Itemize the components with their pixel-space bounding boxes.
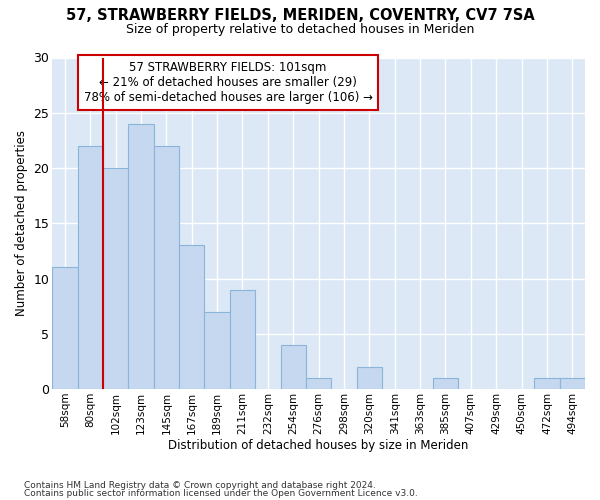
Bar xyxy=(52,268,77,389)
Bar xyxy=(560,378,585,389)
Bar xyxy=(534,378,560,389)
Bar xyxy=(179,246,205,389)
Bar xyxy=(433,378,458,389)
Text: 57, STRAWBERRY FIELDS, MERIDEN, COVENTRY, CV7 7SA: 57, STRAWBERRY FIELDS, MERIDEN, COVENTRY… xyxy=(65,8,535,22)
Text: 57 STRAWBERRY FIELDS: 101sqm
← 21% of detached houses are smaller (29)
78% of se: 57 STRAWBERRY FIELDS: 101sqm ← 21% of de… xyxy=(83,61,373,104)
Text: Contains public sector information licensed under the Open Government Licence v3: Contains public sector information licen… xyxy=(24,489,418,498)
Bar xyxy=(154,146,179,389)
Bar xyxy=(306,378,331,389)
Bar xyxy=(103,168,128,389)
Bar xyxy=(205,312,230,389)
Bar xyxy=(230,290,255,389)
Bar xyxy=(128,124,154,389)
Bar xyxy=(77,146,103,389)
X-axis label: Distribution of detached houses by size in Meriden: Distribution of detached houses by size … xyxy=(169,440,469,452)
Text: Contains HM Land Registry data © Crown copyright and database right 2024.: Contains HM Land Registry data © Crown c… xyxy=(24,480,376,490)
Bar xyxy=(281,345,306,389)
Y-axis label: Number of detached properties: Number of detached properties xyxy=(15,130,28,316)
Bar xyxy=(356,367,382,389)
Text: Size of property relative to detached houses in Meriden: Size of property relative to detached ho… xyxy=(126,22,474,36)
